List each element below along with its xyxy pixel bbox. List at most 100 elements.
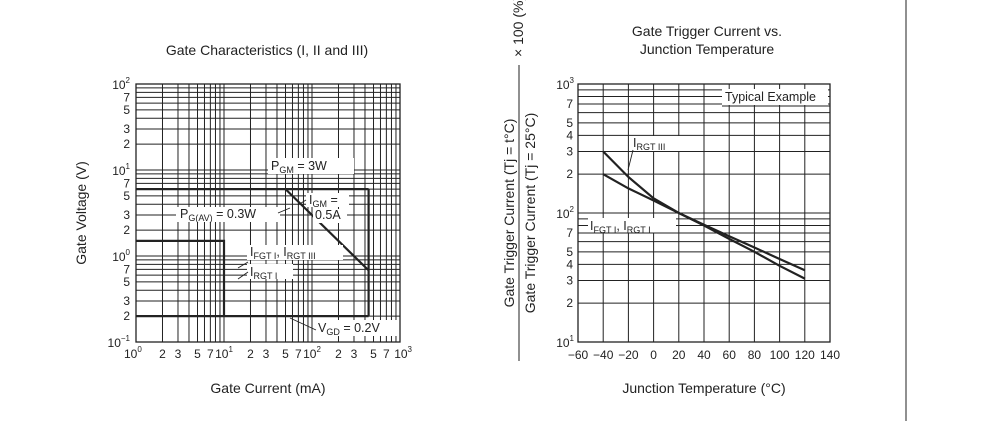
chart2-y-tick-minor: 3	[566, 144, 573, 158]
chart1-y-tick-minor: 3	[123, 294, 130, 308]
chart2-x-tick: 140	[820, 348, 840, 362]
label-background	[722, 89, 828, 105]
chart1-frame	[135, 83, 401, 343]
chart1-y-tick-minor: 5	[123, 189, 130, 203]
label-background	[306, 193, 349, 207]
chart1-y-tick-minor: 7	[123, 262, 130, 276]
chart1-y-tick-minor: 7	[123, 176, 130, 190]
chart1-x-axis-label: Gate Current (mA)	[210, 380, 325, 396]
label-background	[268, 158, 354, 174]
chart1-y-tick-major: 10−1	[108, 334, 131, 350]
chart2-y-axis-label: Gate Trigger Current (Tj = t°C) Gate Tri…	[501, 0, 538, 361]
rgt-i-label: IRGT I	[250, 265, 277, 281]
label-background	[247, 264, 293, 279]
pgav-leader	[277, 207, 291, 214]
label-background	[588, 218, 676, 233]
chart2-title-line1: Gate Trigger Current vs.	[632, 23, 782, 39]
chart2-y-tick-minor: 2	[566, 167, 573, 181]
fgt-rgt-i-label: IFGT I, IRGT I	[590, 219, 651, 235]
chart1-y-axis-label: Gate Voltage (V)	[73, 161, 89, 265]
chart2-x-axis-label: Junction Temperature (°C)	[622, 380, 785, 396]
label-background	[631, 136, 683, 151]
chart2-y-label-suffix: × 100 (%)	[510, 0, 526, 57]
chart1-x-tick-minor: 7	[383, 347, 390, 361]
chart2-y-tick-minor: 7	[566, 97, 573, 111]
chart1-x-tick-minor: 7	[295, 347, 302, 361]
rgt-leader-2	[237, 271, 249, 280]
chart2-x-tick: −20	[618, 348, 639, 362]
chart2-title-line2: Junction Temperature	[640, 41, 775, 57]
chart1-x-tick-major: 103	[394, 345, 412, 361]
chart1-title: Gate Characteristics (I, II and III)	[166, 42, 368, 58]
chart2-y-tick-major: 102	[556, 205, 574, 221]
chart1-y-tick-major: 100	[112, 248, 130, 264]
rgt-leader-1	[237, 261, 249, 269]
chart1-series-line-1	[136, 239, 226, 317]
chart2-x-tick: 80	[748, 348, 762, 362]
chart1-y-tick-minor: 3	[123, 122, 130, 136]
chart1-y-tick-minor: 2	[123, 137, 130, 151]
chart2-x-tick: 0	[650, 348, 657, 362]
chart2-series	[602, 150, 806, 280]
chart1-series-line-4	[284, 188, 370, 272]
igm-value-label: 0.5A	[315, 208, 341, 222]
chart2-y-tick-minor: 7	[566, 226, 573, 240]
chart1-x-tick-minor: 2	[159, 347, 166, 361]
chart1-x-tick-minor: 2	[247, 347, 254, 361]
label-background	[176, 207, 280, 222]
chart1-y-tick-minor: 5	[123, 275, 130, 289]
label-background	[247, 245, 343, 260]
chart2-y-label-numerator: Gate Trigger Current (Tj = t°C)	[501, 119, 517, 308]
pgm-label: PGM = 3W	[271, 159, 327, 175]
chart1-x-tick-major: 101	[215, 345, 233, 361]
chart1-x-tick-minor: 3	[175, 347, 182, 361]
chart2-x-tick: 100	[770, 348, 790, 362]
chart1-x-tick-minor: 7	[207, 347, 214, 361]
gate-trigger-current-chart: Gate Trigger Current vs. Junction Temper…	[501, 0, 840, 396]
chart1-x-tick-minor: 3	[263, 347, 270, 361]
chart2-y-tick-major: 103	[556, 76, 574, 92]
chart1-x-tick-minor: 5	[370, 347, 377, 361]
chart1-y-tick-major: 101	[112, 162, 130, 178]
chart2-x-tick: 60	[723, 348, 737, 362]
chart1-series	[136, 188, 370, 318]
chart2-y-tick-minor: 3	[566, 273, 573, 287]
chart2-x-tick: −40	[593, 348, 614, 362]
chart2-frame	[577, 83, 831, 343]
chart1-y-tick-minor: 3	[123, 208, 130, 222]
chart2-y-tick-minor: 5	[566, 116, 573, 130]
chart1-x-tick-minor: 3	[351, 347, 358, 361]
chart2-y-tick-minor: 4	[566, 257, 573, 271]
igm-leader	[297, 199, 307, 206]
chart1-x-tick-major: 102	[303, 345, 321, 361]
chart2-x-tick: −60	[568, 348, 589, 362]
rgt-iii-leader	[627, 149, 634, 171]
chart1-y-tick-minor: 2	[123, 309, 130, 323]
chart1-annotations: PGM = 3W PG(AV) = 0.3W IGM =0.5A IFGT I, IR…	[176, 158, 398, 337]
rgt-iii-label: IRGT III	[633, 136, 665, 152]
chart1-y-tick-minor: 2	[123, 223, 130, 237]
chart2-y-tick-minor: 2	[566, 296, 573, 310]
chart2-x-tick: 40	[697, 348, 711, 362]
label-background	[314, 320, 398, 336]
gate-characteristics-chart: Gate Characteristics (I, II and III) 100…	[73, 42, 413, 396]
chart1-x-tick-minor: 5	[282, 347, 289, 361]
typical-example-legend: Typical Example	[725, 90, 816, 104]
chart2-y-tick-major: 101	[556, 334, 574, 350]
chart2-grid	[577, 84, 831, 343]
chart2-x-tick: 20	[672, 348, 686, 362]
chart2-y-tick-minor: 5	[566, 245, 573, 259]
chart2-y-label-denominator: Gate Trigger Current (Tj = 25°C)	[522, 113, 538, 314]
vgd-leader	[289, 317, 317, 331]
pgav-label: PG(AV) = 0.3W	[180, 207, 256, 223]
chart2-annotations: Typical Example IRGT III IFGT I, IRGT I	[588, 89, 830, 235]
chart2-tick-labels: −60 −40 −20 0 20 40 60 80 100 120 1401011021032345…	[556, 76, 840, 362]
vgd-label: VGD = 0.2V	[318, 321, 380, 337]
igm-label: IGM =	[309, 193, 338, 209]
fgt-rgt-label: IFGT I, IRGT III	[250, 245, 316, 261]
chart1-y-tick-minor: 5	[123, 103, 130, 117]
chart1-x-tick-minor: 5	[194, 347, 201, 361]
chart2-series-line-1	[602, 173, 806, 272]
